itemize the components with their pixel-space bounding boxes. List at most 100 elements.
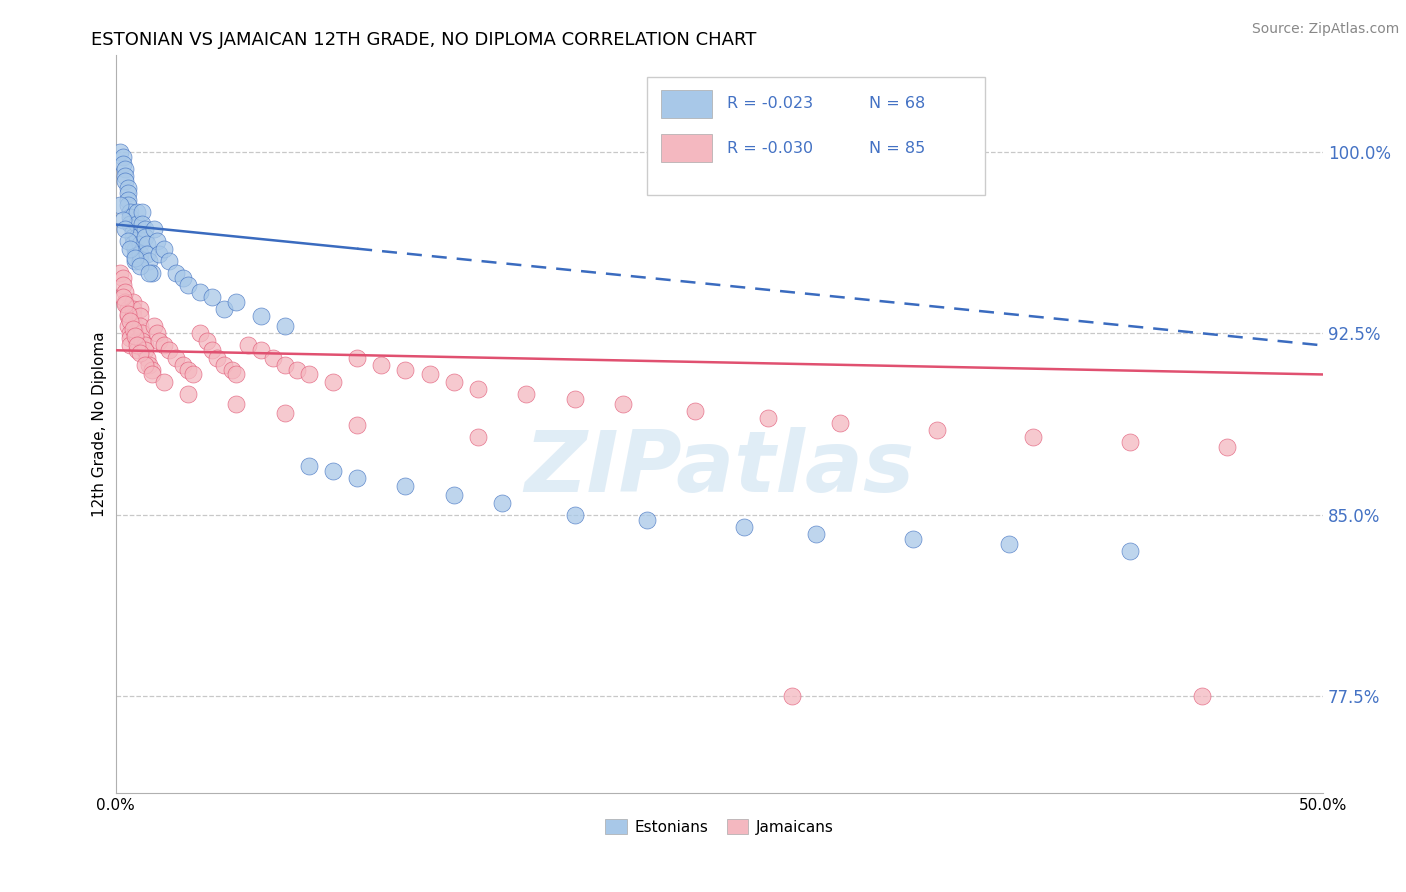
Point: [636, 513, 658, 527]
Point: [443, 375, 465, 389]
Point: [136, 246, 159, 260]
Point: [394, 479, 416, 493]
Point: [322, 464, 344, 478]
Point: [138, 358, 160, 372]
Point: [111, 277, 134, 292]
Point: [117, 319, 139, 334]
Point: [124, 319, 146, 334]
FancyBboxPatch shape: [647, 78, 986, 195]
FancyBboxPatch shape: [661, 90, 713, 118]
Point: [114, 161, 136, 176]
Point: [214, 302, 236, 317]
Point: [117, 198, 139, 212]
Point: [128, 319, 150, 334]
Point: [120, 218, 142, 232]
Point: [143, 319, 166, 334]
Point: [1215, 440, 1237, 454]
Point: [127, 218, 149, 232]
Point: [124, 242, 146, 256]
Point: [117, 194, 139, 208]
Text: ZIPatlas: ZIPatlas: [524, 427, 914, 510]
Point: [177, 362, 200, 376]
Point: [172, 358, 194, 372]
Point: [114, 294, 136, 309]
Point: [273, 358, 295, 372]
Point: [188, 326, 211, 341]
Point: [181, 368, 204, 382]
Point: [238, 338, 260, 352]
Point: [114, 169, 136, 183]
Point: [298, 368, 321, 382]
Point: [141, 266, 163, 280]
Point: [131, 334, 153, 348]
Point: [901, 532, 924, 546]
Point: [467, 382, 489, 396]
Point: [134, 229, 156, 244]
Point: [121, 310, 143, 324]
Point: [249, 343, 271, 358]
Point: [124, 252, 146, 266]
Point: [205, 351, 228, 365]
Text: Source: ZipAtlas.com: Source: ZipAtlas.com: [1251, 22, 1399, 37]
Point: [346, 471, 368, 485]
Point: [394, 362, 416, 376]
Point: [804, 527, 827, 541]
Point: [110, 198, 132, 212]
Point: [201, 343, 224, 358]
Point: [114, 297, 136, 311]
Point: [111, 150, 134, 164]
Point: [141, 362, 163, 376]
Point: [128, 259, 150, 273]
Point: [138, 253, 160, 268]
Point: [830, 416, 852, 430]
Point: [117, 235, 139, 249]
Point: [225, 396, 247, 410]
Point: [124, 249, 146, 263]
Point: [127, 334, 149, 348]
Point: [322, 375, 344, 389]
Point: [197, 334, 219, 348]
Text: ESTONIAN VS JAMAICAN 12TH GRADE, NO DIPLOMA CORRELATION CHART: ESTONIAN VS JAMAICAN 12TH GRADE, NO DIPL…: [91, 31, 756, 49]
Point: [157, 343, 180, 358]
Point: [153, 375, 176, 389]
Point: [285, 362, 308, 376]
Point: [683, 403, 706, 417]
Point: [110, 145, 132, 159]
Point: [221, 362, 243, 376]
Point: [124, 328, 146, 343]
Point: [273, 406, 295, 420]
Point: [110, 266, 132, 280]
Point: [117, 307, 139, 321]
Point: [733, 520, 755, 534]
Point: [121, 321, 143, 335]
Point: [111, 270, 134, 285]
Point: [172, 270, 194, 285]
Point: [120, 242, 142, 256]
Point: [127, 338, 149, 352]
Point: [121, 236, 143, 251]
Point: [120, 314, 142, 328]
Point: [214, 358, 236, 372]
Point: [564, 392, 586, 406]
Point: [443, 488, 465, 502]
Point: [128, 246, 150, 260]
Point: [145, 235, 167, 249]
Point: [111, 157, 134, 171]
Point: [1022, 430, 1045, 444]
Point: [131, 218, 153, 232]
Point: [273, 319, 295, 334]
Point: [225, 368, 247, 382]
Point: [111, 290, 134, 304]
Text: R = -0.023: R = -0.023: [727, 96, 813, 112]
Point: [188, 285, 211, 300]
Point: [124, 326, 146, 341]
Point: [262, 351, 284, 365]
Point: [120, 205, 142, 219]
Point: [998, 537, 1021, 551]
Point: [114, 285, 136, 300]
Point: [120, 326, 142, 341]
Point: [515, 387, 537, 401]
Point: [148, 334, 170, 348]
Point: [143, 222, 166, 236]
Point: [121, 225, 143, 239]
